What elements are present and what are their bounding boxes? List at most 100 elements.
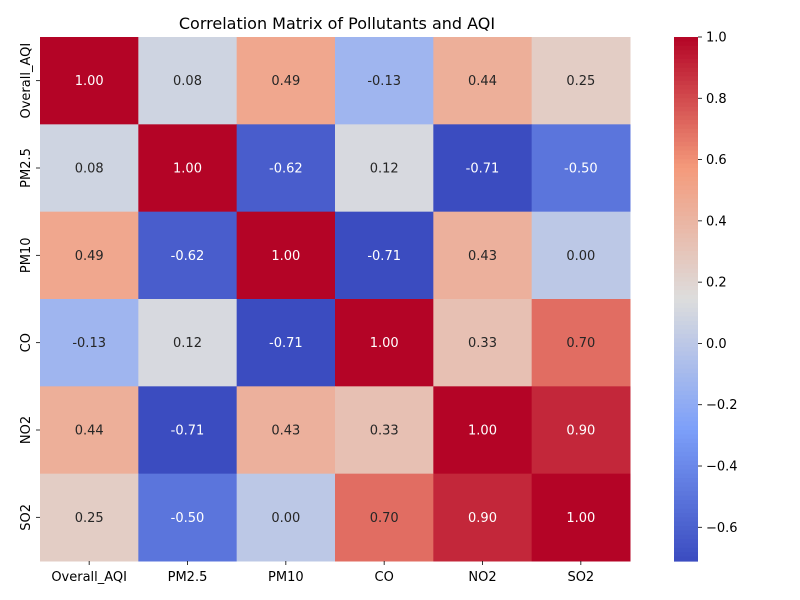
colorbar-segment bbox=[674, 386, 698, 392]
cell-value-label: -0.71 bbox=[171, 424, 205, 439]
cell-value-label: 0.90 bbox=[468, 511, 497, 526]
colorbar-segment bbox=[674, 316, 698, 322]
colorbar-segment bbox=[674, 460, 698, 466]
colorbar-segment bbox=[674, 430, 698, 435]
cell-value-label: 0.70 bbox=[566, 336, 595, 351]
cell-value-label: 0.44 bbox=[75, 424, 104, 439]
cell-value-label: 1.00 bbox=[370, 336, 399, 351]
colorbar-segment bbox=[674, 102, 698, 108]
colorbar-segment bbox=[674, 521, 698, 527]
colorbar-tick-label: 0.6 bbox=[706, 153, 727, 168]
cell-value-label: -0.50 bbox=[171, 511, 205, 526]
colorbar-segment bbox=[674, 216, 698, 221]
colorbar-tick-label: −0.6 bbox=[706, 521, 738, 536]
cell-value-label: -0.13 bbox=[367, 74, 401, 89]
colorbar-segment bbox=[674, 416, 698, 422]
cell-value-label: 0.25 bbox=[566, 74, 595, 89]
colorbar-segment bbox=[674, 403, 698, 409]
cell-value-label: 1.00 bbox=[75, 74, 104, 89]
cell-value-label: 0.12 bbox=[173, 336, 202, 351]
heatmap-cell bbox=[531, 37, 631, 125]
cell-value-label: 0.12 bbox=[370, 162, 399, 177]
cell-value-label: 1.00 bbox=[566, 511, 595, 526]
x-tick-label: SO2 bbox=[567, 570, 594, 585]
heatmap-cell bbox=[531, 473, 631, 562]
heatmap-cell bbox=[433, 299, 533, 387]
colorbar-segment bbox=[674, 168, 698, 173]
colorbar-segment bbox=[674, 277, 698, 283]
cell-value-label: 0.00 bbox=[271, 511, 300, 526]
colorbar-segment bbox=[674, 154, 698, 160]
colorbar-segment bbox=[674, 76, 698, 82]
colorbar-segment bbox=[674, 390, 698, 396]
colorbar-segment bbox=[674, 159, 698, 165]
colorbar-segment bbox=[674, 360, 698, 366]
colorbar-segment bbox=[674, 181, 698, 187]
colorbar-segment bbox=[674, 547, 698, 553]
colorbar-segment bbox=[674, 71, 698, 77]
heatmap-cell bbox=[433, 37, 533, 125]
colorbar-tick-label: 0.4 bbox=[706, 214, 727, 229]
cell-value-label: -0.71 bbox=[269, 336, 303, 351]
heatmap-cell bbox=[433, 386, 533, 475]
colorbar-segment bbox=[674, 85, 698, 90]
colorbar-segment bbox=[674, 434, 698, 440]
heatmap-cell bbox=[40, 386, 139, 475]
y-tick-label: SO2 bbox=[19, 504, 34, 531]
colorbar-segment bbox=[674, 63, 698, 69]
colorbar-segment bbox=[674, 312, 698, 318]
colorbar-segment bbox=[674, 399, 698, 405]
colorbar-segment bbox=[674, 89, 698, 95]
colorbar-segment bbox=[674, 141, 698, 147]
y-axis-ticks: Overall_AQI PM2.5 PM10 CO NO2 SO2 bbox=[19, 43, 40, 531]
colorbar-segment bbox=[674, 229, 698, 235]
cell-value-label: 0.43 bbox=[468, 249, 497, 264]
colorbar-tick-label: −0.2 bbox=[706, 398, 738, 413]
colorbar-segment bbox=[674, 268, 698, 274]
colorbar-segment bbox=[674, 303, 698, 309]
colorbar-segment bbox=[674, 115, 698, 121]
colorbar-segment bbox=[674, 421, 698, 427]
colorbar-segment bbox=[674, 443, 698, 449]
colorbar-segment bbox=[674, 347, 698, 352]
colorbar-segment bbox=[674, 37, 698, 42]
colorbar-segment bbox=[674, 119, 698, 125]
colorbar-segment bbox=[674, 176, 698, 182]
colorbar-segment bbox=[674, 237, 698, 243]
colorbar-tick-label: 0.8 bbox=[706, 92, 727, 107]
y-tick-label: NO2 bbox=[19, 416, 34, 444]
colorbar-segment bbox=[674, 499, 698, 505]
x-tick-label: PM2.5 bbox=[168, 570, 208, 585]
colorbar-segment bbox=[674, 255, 698, 261]
heatmap-cell bbox=[236, 211, 336, 300]
colorbar-segment bbox=[674, 189, 698, 195]
colorbar-tick-label: −0.4 bbox=[706, 460, 738, 475]
colorbar-segment bbox=[674, 285, 698, 291]
colorbar-segment bbox=[674, 473, 698, 479]
colorbar-segment bbox=[674, 395, 698, 401]
y-tick-label: Overall_AQI bbox=[19, 43, 34, 119]
y-tick-label: PM2.5 bbox=[19, 148, 34, 188]
colorbar-segment bbox=[674, 469, 698, 475]
heatmap-cell bbox=[138, 473, 238, 562]
heatmap-cell bbox=[138, 386, 238, 475]
colorbar-segment bbox=[674, 478, 698, 483]
cell-value-label: 0.33 bbox=[468, 336, 497, 351]
heatmap-cell bbox=[40, 473, 139, 562]
x-tick-label: CO bbox=[375, 570, 394, 585]
heatmap-cell bbox=[433, 124, 533, 213]
colorbar-segment bbox=[674, 543, 698, 549]
heatmap-cell bbox=[40, 37, 139, 125]
colorbar-segment bbox=[674, 329, 698, 335]
colorbar-segment bbox=[674, 124, 698, 130]
cell-value-label: 1.00 bbox=[468, 424, 497, 439]
cell-value-label: 0.00 bbox=[566, 249, 595, 264]
colorbar-segment bbox=[674, 451, 698, 457]
colorbar-tick-label: 1.0 bbox=[706, 31, 727, 46]
colorbar-segment bbox=[674, 556, 698, 562]
heatmap-cell bbox=[138, 211, 238, 300]
y-tick-label: CO bbox=[19, 333, 34, 352]
colorbar-segment bbox=[674, 456, 698, 462]
colorbar-segment bbox=[674, 530, 698, 536]
heatmap-cell bbox=[40, 124, 139, 213]
